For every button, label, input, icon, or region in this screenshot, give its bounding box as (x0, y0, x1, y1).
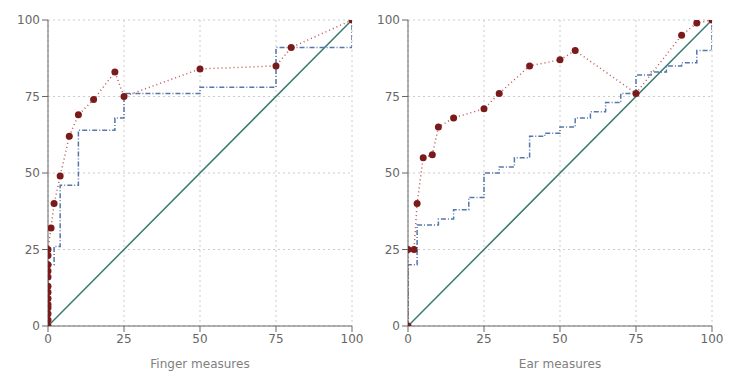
svg-text:50: 50 (192, 332, 207, 346)
svg-text:0: 0 (32, 319, 40, 333)
svg-text:50: 50 (25, 166, 40, 180)
svg-text:75: 75 (25, 90, 40, 104)
svg-text:Ear measures: Ear measures (519, 357, 601, 371)
svg-text:75: 75 (385, 90, 400, 104)
svg-text:50: 50 (385, 166, 400, 180)
svg-text:25: 25 (116, 332, 131, 346)
svg-text:100: 100 (377, 13, 400, 27)
svg-text:25: 25 (385, 243, 400, 257)
svg-text:75: 75 (268, 332, 283, 346)
svg-text:50: 50 (552, 332, 567, 346)
svg-text:Finger measures: Finger measures (150, 357, 249, 371)
svg-text:100: 100 (341, 332, 364, 346)
svg-text:100: 100 (701, 332, 724, 346)
svg-text:100: 100 (17, 13, 40, 27)
svg-text:75: 75 (628, 332, 643, 346)
svg-text:0: 0 (392, 319, 400, 333)
svg-text:0: 0 (404, 332, 412, 346)
svg-text:25: 25 (476, 332, 491, 346)
svg-text:25: 25 (25, 243, 40, 257)
svg-text:0: 0 (44, 332, 52, 346)
